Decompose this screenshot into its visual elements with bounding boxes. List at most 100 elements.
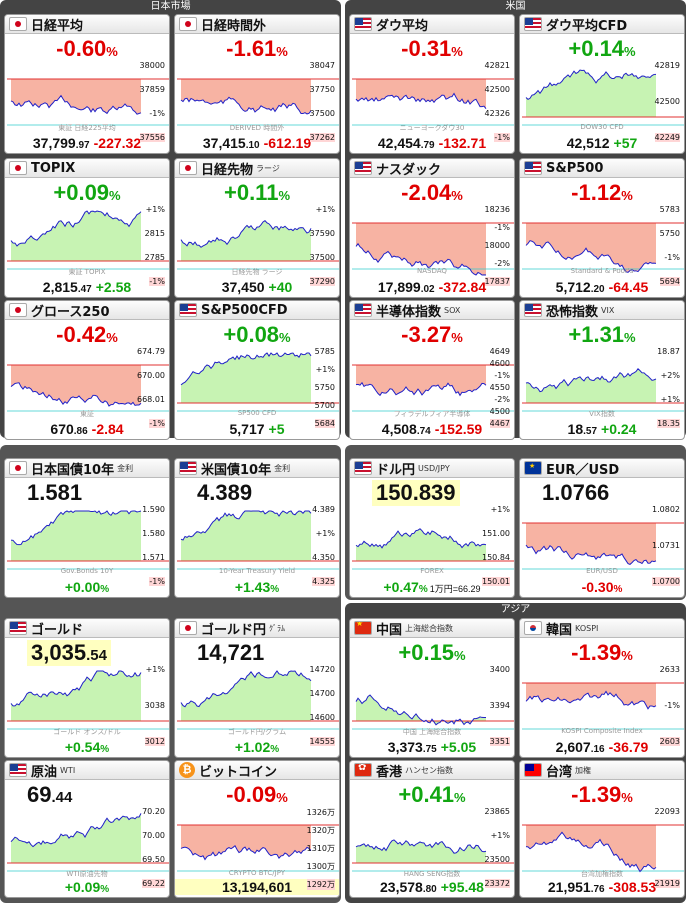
market-card-sox[interactable]: 半導体指数 SOX -3.27% 4,508.74 -152.59 4649 4600 -1%… bbox=[349, 300, 515, 440]
us-flag-icon bbox=[524, 161, 542, 175]
change-percent: +0.09% bbox=[5, 180, 169, 206]
card-header: ★ EUR／USD bbox=[520, 459, 684, 478]
change-percent: +0.54 bbox=[64, 739, 101, 755]
cn-flag-icon bbox=[354, 621, 372, 635]
price-row: 37,415.10 -612.19 bbox=[175, 135, 339, 151]
chart-watermark: 10-Year Treasury Yield bbox=[218, 567, 296, 575]
area-fill bbox=[526, 368, 656, 403]
sparkline-chart bbox=[522, 503, 684, 583]
market-card-nasdaq[interactable]: ナスダック -2.04% 17,899.02 -372.84 18236 -1% 18000… bbox=[349, 158, 515, 298]
jp-flag-icon bbox=[179, 161, 197, 175]
axis-tick-label: 37290 bbox=[309, 277, 335, 286]
market-card-eurusd[interactable]: ★ EUR／USD 1.0766 -0.30% 1.0802 1.0731 1.0700 EU… bbox=[519, 458, 685, 598]
market-card-usdjpy[interactable]: ドル円 USD/JPY 150.839 +0.47% 1万円=66.29 +1% 151.0… bbox=[349, 458, 515, 598]
percent-sign: % bbox=[270, 744, 280, 755]
card-name: 日本国債10年 bbox=[31, 462, 115, 478]
axis-tick-label: 4500 bbox=[489, 407, 510, 416]
chart-watermark: VIX指数 bbox=[589, 410, 615, 418]
market-card-dow[interactable]: ダウ平均 -0.31% 42,454.79 -132.71 42821 42500 4232… bbox=[349, 14, 515, 154]
change-row: +0.47% 1万円=66.29 bbox=[350, 579, 514, 595]
price-decimal: .16 bbox=[590, 744, 605, 755]
area-fill bbox=[526, 523, 656, 565]
us-flag-icon bbox=[354, 461, 372, 475]
sparkline-svg bbox=[522, 824, 684, 873]
card-header: S&P500 bbox=[520, 159, 684, 178]
axis-tick-label: 14700 bbox=[309, 689, 335, 698]
chart-watermark: フィラデルフィア半導体 bbox=[393, 410, 471, 418]
market-card-btc[interactable]: ₿ ビットコイン -0.09% 13,194,601 1326万 1320万 1310万 13… bbox=[174, 760, 340, 898]
market-card-nikkei_fut[interactable]: 日経先物 ラージ +0.11% 37,450 +40 +1% 37590 37500 37290… bbox=[174, 158, 340, 298]
price-change: +95.48 bbox=[440, 879, 484, 895]
sparkline-chart bbox=[177, 663, 339, 743]
axis-tick-label: +1% bbox=[660, 395, 680, 404]
card-header: 恐怖指数 VIX bbox=[520, 301, 684, 320]
change-percent: -2.04% bbox=[350, 180, 514, 206]
price-line bbox=[525, 368, 657, 393]
sparkline-svg bbox=[352, 222, 514, 276]
market-card-growth[interactable]: グロース250 -0.42% 670.86 -2.84 674.79 670.00 668.… bbox=[4, 300, 170, 440]
axis-tick-label: 5750 bbox=[314, 383, 335, 392]
market-card-korea[interactable]: 韓国 KOSPI -1.39% 2,607.16 -36.79 2633 -1% 2603 KO… bbox=[519, 618, 685, 758]
axis-tick-label: 1.0802 bbox=[652, 505, 680, 514]
card-name: ゴールド円 bbox=[201, 622, 267, 638]
axis-tick-label: 2785 bbox=[144, 253, 165, 262]
percent-sign: % bbox=[451, 330, 463, 345]
price-line bbox=[180, 510, 312, 541]
axis-tick-label: 5750 bbox=[659, 229, 680, 238]
sparkline-svg bbox=[522, 69, 684, 126]
jp-flag-icon bbox=[179, 17, 197, 31]
price-line bbox=[10, 670, 142, 707]
market-card-ust[interactable]: 米国債10年 金利 4.389 +1.43% 4.389 +1% 4.350 4.325 10-… bbox=[174, 458, 340, 598]
market-card-sp_cfd[interactable]: S&P500CFD +0.08% 5,717 +5 5785 +1% 5750 5700 568… bbox=[174, 300, 340, 440]
card-name: 日経先物 bbox=[201, 162, 254, 178]
area-fill bbox=[526, 683, 656, 709]
percent-value: -0.09 bbox=[226, 782, 277, 807]
chart-watermark: ゴールド オンス/ドル bbox=[53, 728, 121, 736]
market-card-wti[interactable]: 原油 WTI 69.44 +0.09% 70.20 70.00 69.50 69.22 WTI原… bbox=[4, 760, 170, 898]
value-main: 1.581 bbox=[27, 480, 83, 505]
market-card-jgb[interactable]: 日本国債10年 金利 1.581 +0.00% 1.590 1.580 1.571 -1% Go… bbox=[4, 458, 170, 598]
axis-tick-label: 2603 bbox=[659, 737, 680, 746]
market-card-gold_jpy[interactable]: ゴールド円 ｸﾞﾗﾑ 14,721 +1.02% 14720 14700 14600 1455… bbox=[174, 618, 340, 758]
chart-watermark: SP500 CFD bbox=[237, 409, 277, 417]
axis-tick-label: 37750 bbox=[309, 85, 335, 94]
axis-tick-label: 1310万 bbox=[306, 844, 335, 853]
market-card-gold[interactable]: ゴールド 3,035.54 +0.54% +1% 3038 3012 ゴールド オンス/ドル bbox=[4, 618, 170, 758]
axis-tick-label: 38000 bbox=[139, 61, 165, 70]
percent-sign: % bbox=[451, 44, 463, 59]
sparkline-chart bbox=[177, 805, 339, 885]
price-value: 670 bbox=[50, 421, 74, 437]
price-row: 2,607.16 -36.79 bbox=[520, 739, 684, 755]
market-card-taiwan[interactable]: 台湾 加権 -1.39% 21,951.76 -308.53 22093 21919 台湾加権… bbox=[519, 760, 685, 898]
axis-tick-label: 42500 bbox=[654, 97, 680, 106]
market-card-dow_cfd[interactable]: ダウ平均CFD +0.14% 42,512 +57 42819 42500 42249 DOW… bbox=[519, 14, 685, 154]
price-row: 18.57 +0.24 bbox=[520, 421, 684, 437]
percent-sign: % bbox=[278, 188, 290, 203]
axis-tick-label: 1.0700 bbox=[652, 577, 680, 586]
axis-tick-label: +1% bbox=[490, 831, 510, 840]
current-value: 1.581 bbox=[5, 480, 169, 506]
card-subname: 金利 bbox=[274, 463, 291, 473]
market-card-sp500[interactable]: S&P500 -1.12% 5,712.20 -64.45 5783 5750 -1% 569… bbox=[519, 158, 685, 298]
chart-watermark: KOSPI Composite Index bbox=[561, 727, 643, 735]
change-percent: +1.31% bbox=[520, 322, 684, 348]
market-card-nikkei[interactable]: 日経平均 -0.60% 37,799.97 -227.32 38000 37859 -1% 3… bbox=[4, 14, 170, 154]
percent-sign: % bbox=[279, 330, 291, 345]
chart-watermark: WTI原油先物 bbox=[66, 870, 108, 878]
percent-sign: % bbox=[100, 744, 110, 755]
percent-value: +0.09 bbox=[53, 180, 110, 205]
price-change: +2.58 bbox=[95, 279, 132, 295]
market-card-topix[interactable]: TOPIX +0.09% 2,815.47 +2.58 +1% 2815 2785 -1% 東証… bbox=[4, 158, 170, 298]
axis-tick-label: 37262 bbox=[309, 133, 335, 142]
sparkline-chart bbox=[7, 59, 169, 139]
axis-tick-label: 3400 bbox=[489, 665, 510, 674]
sparkline-svg bbox=[7, 510, 169, 570]
market-card-vix[interactable]: 恐怖指数 VIX +1.31% 18.57 +0.24 18.87 +2% +1% 18.35 V… bbox=[519, 300, 685, 440]
kr-flag-icon bbox=[524, 621, 542, 635]
sparkline-chart bbox=[177, 59, 339, 139]
market-card-nikkei_night[interactable]: 日経時間外 -1.61% 37,415.10 -612.19 38047 37750 375… bbox=[174, 14, 340, 154]
sparkline-svg bbox=[352, 528, 514, 570]
